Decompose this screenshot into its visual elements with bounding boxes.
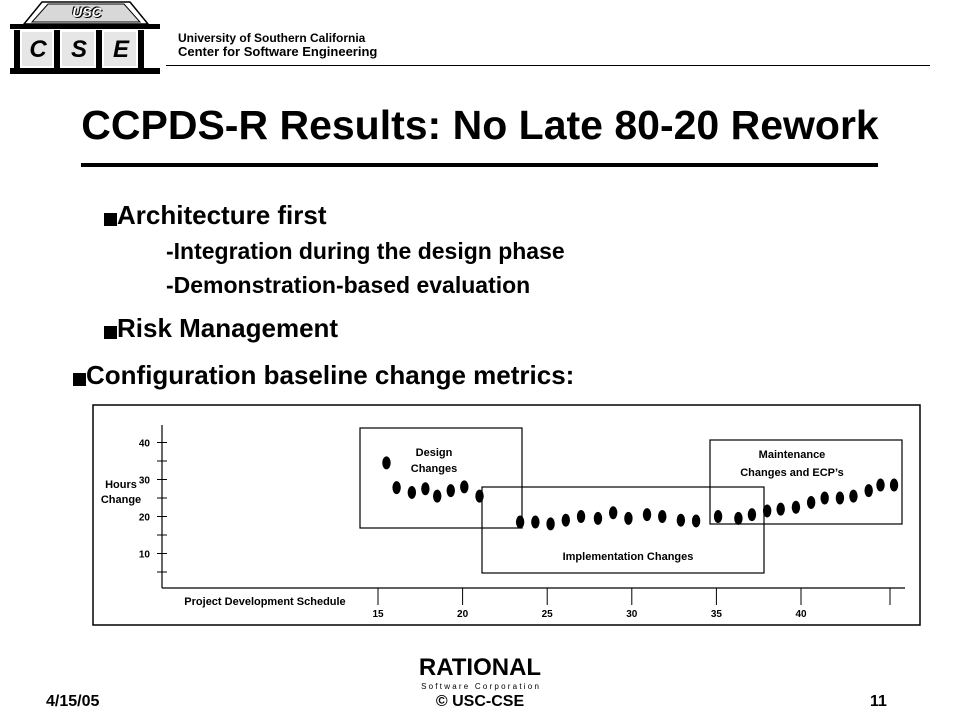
y-axis-label: Change: [101, 494, 141, 506]
data-point: [776, 502, 785, 516]
x-tick-label: 35: [711, 609, 723, 620]
data-point: [642, 508, 652, 522]
rational-logo: RATIONAL: [418, 654, 542, 681]
data-point: [658, 510, 667, 523]
data-point: [624, 511, 633, 525]
logo-top-text: USC: [72, 4, 102, 20]
data-point: [713, 510, 723, 523]
x-axis-label: Project Development Schedule: [184, 596, 345, 608]
data-point: [407, 485, 417, 499]
data-point: [889, 478, 899, 492]
data-point: [576, 510, 586, 523]
x-tick-label: 15: [372, 609, 384, 620]
x-tick-label: 40: [795, 609, 807, 620]
data-point: [515, 515, 525, 529]
y-tick-label: 40: [139, 439, 151, 450]
bullet-configuration: Configuration baseline change metrics:: [73, 360, 574, 391]
footer-copyright: © USC-CSE: [435, 693, 525, 710]
header-university: University of Southern California: [178, 31, 366, 45]
logo-letter-c: C: [29, 36, 47, 63]
footer-page-number: 11: [870, 693, 887, 710]
title-underline: [81, 163, 878, 167]
y-tick-label: 10: [139, 550, 151, 561]
x-tick-label: 25: [542, 609, 554, 620]
data-point: [561, 513, 571, 527]
y-axis-label: Hours: [105, 479, 137, 491]
data-point: [864, 484, 873, 498]
annotation-label: Implementation Changes: [563, 551, 694, 563]
data-point: [762, 504, 772, 518]
header-center: Center for Software Engineering: [178, 44, 378, 59]
logo-letter-e: E: [112, 36, 129, 63]
annotation-label: Design: [416, 447, 453, 459]
bullet-square-icon: [73, 373, 86, 387]
annotation-box: [709, 439, 903, 525]
data-point: [806, 495, 816, 509]
data-point: [392, 481, 401, 495]
data-point: [433, 489, 442, 503]
chart-frame: [92, 404, 921, 626]
header-rule: [166, 65, 930, 66]
bullet-architecture: Architecture first: [104, 200, 327, 231]
data-point: [734, 511, 743, 525]
annotation-label: Changes and ECP’s: [740, 467, 844, 479]
x-tick-label: 30: [626, 609, 638, 620]
y-tick-label: 20: [139, 513, 151, 524]
annotation-label: Changes: [411, 463, 457, 475]
bullet-configuration-text: Configuration baseline change metrics:: [86, 360, 575, 390]
data-point: [676, 513, 686, 527]
data-point: [446, 484, 455, 498]
data-point: [820, 491, 829, 505]
data-point: [835, 491, 845, 505]
data-point: [546, 517, 555, 531]
page-title: CCPDS-R Results: No Late 80-20 Rework: [81, 102, 879, 148]
data-point: [593, 511, 603, 525]
data-point: [849, 489, 858, 503]
sub-bullet-integration: -Integration during the design phase: [166, 238, 565, 264]
data-point: [531, 515, 540, 529]
data-point: [791, 500, 801, 514]
data-point: [608, 506, 618, 520]
bullet-architecture-text: Architecture first: [117, 200, 327, 230]
data-point: [382, 456, 391, 470]
y-tick-label: 30: [139, 476, 151, 487]
usc-cse-logo: [10, 1, 160, 74]
data-point: [747, 508, 757, 522]
footer-date: 4/15/05: [46, 693, 100, 710]
data-point: [876, 478, 885, 492]
annotation-box: [359, 427, 523, 529]
sub-bullet-demonstration: -Demonstration-based evaluation: [166, 272, 531, 298]
data-point: [460, 480, 469, 494]
annotation-box: [481, 486, 765, 574]
data-point: [691, 514, 701, 528]
data-point: [475, 489, 484, 503]
bullet-risk: Risk Management: [104, 313, 338, 344]
x-tick-label: 20: [457, 609, 469, 620]
rational-subtitle: S o f t w a r e C o r p o r a t i o n: [421, 682, 539, 691]
bullet-square-icon: [104, 213, 117, 227]
bullet-risk-text: Risk Management: [117, 313, 339, 343]
bullet-square-icon: [104, 326, 117, 340]
logo-letter-s: S: [70, 36, 87, 63]
annotation-label: Maintenance: [759, 449, 826, 461]
data-point: [421, 482, 430, 496]
